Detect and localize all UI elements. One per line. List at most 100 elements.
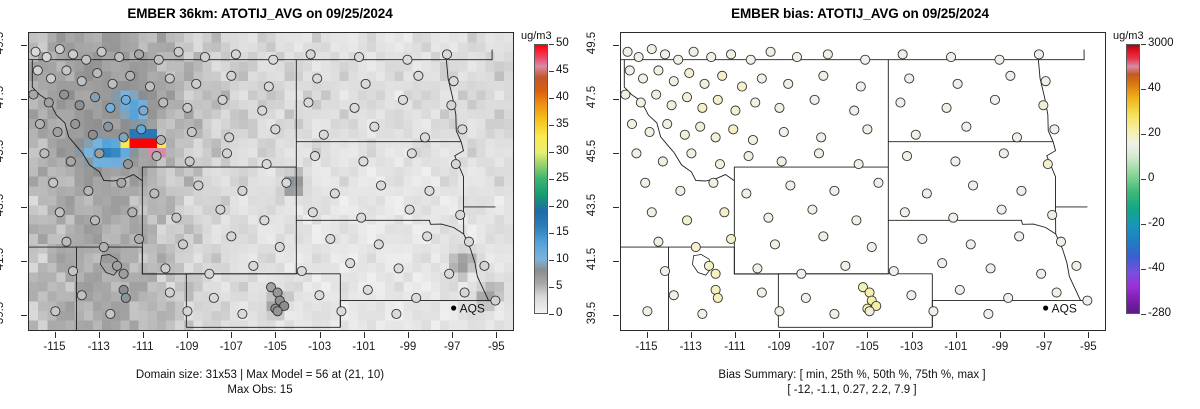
observation-site-marker[interactable] <box>712 292 723 303</box>
observation-site-marker[interactable] <box>730 105 741 116</box>
observation-site-marker[interactable] <box>829 185 840 196</box>
observation-site-marker[interactable] <box>402 54 413 65</box>
observation-site-marker[interactable] <box>182 102 193 113</box>
observation-site-marker[interactable] <box>622 46 633 57</box>
observation-site-marker[interactable] <box>107 78 118 89</box>
observation-site-marker[interactable] <box>134 49 145 60</box>
observation-site-marker[interactable] <box>406 148 417 159</box>
observation-site-marker[interactable] <box>659 266 671 277</box>
observation-site-marker[interactable] <box>726 233 737 245</box>
observation-site-marker[interactable] <box>904 73 915 84</box>
observation-site-marker[interactable] <box>899 207 910 218</box>
observation-site-marker[interactable] <box>268 54 279 65</box>
observation-site-marker[interactable] <box>675 185 686 196</box>
observation-site-marker[interactable] <box>136 124 147 135</box>
observation-site-marker[interactable] <box>745 54 756 65</box>
observation-site-marker[interactable] <box>968 180 979 191</box>
observation-site-marker[interactable] <box>279 300 290 311</box>
observation-site-marker[interactable] <box>653 65 664 76</box>
observation-site-marker[interactable] <box>704 260 715 271</box>
observation-site-marker[interactable] <box>221 148 233 159</box>
observation-site-marker[interactable] <box>43 97 54 108</box>
observation-site-marker[interactable] <box>763 212 774 223</box>
observation-site-marker[interactable] <box>813 148 825 159</box>
observation-site-marker[interactable] <box>441 49 453 60</box>
observation-site-marker[interactable] <box>116 177 127 188</box>
observation-site-marker[interactable] <box>70 118 81 130</box>
observation-site-marker[interactable] <box>699 78 710 89</box>
observation-site-marker[interactable] <box>688 46 699 57</box>
observation-site-marker[interactable] <box>81 54 92 65</box>
observation-site-marker[interactable] <box>76 76 87 87</box>
observation-site-marker[interactable] <box>624 65 635 76</box>
observation-site-marker[interactable] <box>184 156 195 167</box>
observation-site-marker[interactable] <box>840 260 851 271</box>
observation-site-marker[interactable] <box>149 188 160 199</box>
observation-site-marker[interactable] <box>1071 260 1082 271</box>
observation-site-marker[interactable] <box>726 49 737 60</box>
observation-site-marker[interactable] <box>708 177 719 188</box>
observation-site-marker[interactable] <box>173 46 184 57</box>
observation-site-marker[interactable] <box>158 97 169 108</box>
observation-site-marker[interactable] <box>360 78 371 89</box>
observation-site-marker[interactable] <box>448 76 459 87</box>
observation-site-marker[interactable] <box>697 308 708 319</box>
observation-site-marker[interactable] <box>61 236 72 247</box>
observation-site-marker[interactable] <box>89 215 101 226</box>
observation-site-marker[interactable] <box>217 94 228 105</box>
observation-site-marker[interactable] <box>155 134 166 145</box>
observation-site-marker[interactable] <box>118 268 129 279</box>
observation-site-marker[interactable] <box>1042 159 1053 170</box>
observation-site-marker[interactable] <box>710 132 721 143</box>
observation-site-marker[interactable] <box>96 46 107 57</box>
observation-site-marker[interactable] <box>50 306 61 317</box>
observation-site-marker[interactable] <box>633 52 644 63</box>
observation-site-marker[interactable] <box>98 242 109 253</box>
observation-site-marker[interactable] <box>272 306 283 317</box>
observation-site-marker[interactable] <box>125 70 136 81</box>
observation-site-marker[interactable] <box>952 78 963 89</box>
observation-site-marker[interactable] <box>1014 231 1025 242</box>
observation-site-marker[interactable] <box>690 242 701 253</box>
observation-site-marker[interactable] <box>714 159 726 170</box>
observation-site-marker[interactable] <box>800 292 811 303</box>
observation-site-marker[interactable] <box>177 239 188 250</box>
observation-site-marker[interactable] <box>684 68 695 79</box>
observation-site-marker[interactable] <box>345 258 356 269</box>
observation-site-marker[interactable] <box>186 127 197 138</box>
observation-site-marker[interactable] <box>336 306 347 317</box>
observation-site-marker[interactable] <box>257 105 268 116</box>
observation-site-marker[interactable] <box>989 94 1000 105</box>
observation-site-marker[interactable] <box>901 151 913 162</box>
observation-site-marker[interactable] <box>76 290 87 301</box>
observation-site-marker[interactable] <box>45 73 57 84</box>
observation-site-marker[interactable] <box>906 290 917 301</box>
observation-site-marker[interactable] <box>424 185 435 196</box>
observation-site-marker[interactable] <box>373 239 384 250</box>
observation-site-marker[interactable] <box>1082 295 1093 306</box>
observation-site-marker[interactable] <box>1040 76 1051 87</box>
observation-site-marker[interactable] <box>681 215 693 226</box>
observation-site-marker[interactable] <box>750 97 761 108</box>
observation-site-marker[interactable] <box>457 124 468 135</box>
observation-site-marker[interactable] <box>307 207 318 218</box>
observation-site-marker[interactable] <box>743 151 754 162</box>
observation-site-marker[interactable] <box>695 121 706 132</box>
observation-site-marker[interactable] <box>144 81 156 92</box>
observation-site-marker[interactable] <box>941 102 952 113</box>
observation-site-marker[interactable] <box>455 209 466 220</box>
observation-site-marker[interactable] <box>305 49 316 60</box>
observation-site-marker[interactable] <box>871 300 882 311</box>
observation-site-marker[interactable] <box>112 260 123 271</box>
observation-site-marker[interactable] <box>756 287 767 298</box>
observation-site-marker[interactable] <box>444 268 455 279</box>
observation-site-marker[interactable] <box>706 52 717 63</box>
observation-site-marker[interactable] <box>296 266 307 277</box>
observation-site-marker[interactable] <box>791 52 803 63</box>
observation-site-marker[interactable] <box>393 263 404 274</box>
observation-site-marker[interactable] <box>362 284 373 295</box>
observation-site-marker[interactable] <box>873 177 884 188</box>
observation-site-marker[interactable] <box>193 180 204 191</box>
observation-site-marker[interactable] <box>479 260 490 271</box>
observation-site-marker[interactable] <box>34 118 45 130</box>
